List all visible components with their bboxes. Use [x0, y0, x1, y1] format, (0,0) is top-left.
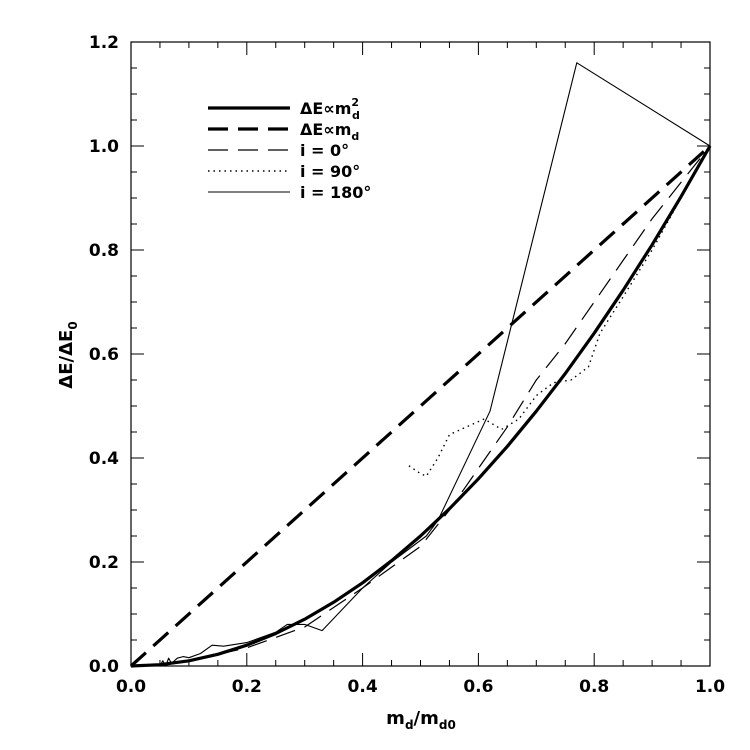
x-tick-label: 1.0 — [695, 677, 725, 697]
x-tick-label: 0.6 — [463, 677, 493, 697]
x-tick-label: 0.0 — [116, 677, 146, 697]
y-axis-label: ΔE/ΔE0 — [56, 321, 80, 388]
y-tick-label: 0.4 — [89, 449, 119, 469]
y-tick-label: 1.2 — [89, 33, 119, 53]
series-line-3 — [408, 145, 711, 477]
x-tick-label: 0.2 — [232, 677, 262, 697]
axis-ticks — [130, 41, 711, 667]
x-tick-label: 0.8 — [579, 677, 609, 697]
y-tick-label: 1.0 — [89, 137, 119, 157]
legend-label-1: ΔE∝md — [300, 120, 359, 143]
tick-labels: 0.0 0.2 0.4 0.6 0.8 1.0 0.0 0.2 0.4 0.6 0.8 1.0 1.2 — [89, 33, 725, 697]
legend-label-4: i = 180° — [300, 183, 371, 202]
series-line-4 — [131, 62, 711, 667]
y-tick-label: 0.6 — [89, 345, 119, 365]
y-tick-label: 0.2 — [89, 553, 119, 573]
series-line-2 — [159, 145, 711, 667]
y-tick-label: 0.8 — [89, 241, 119, 261]
plot-frame — [130, 41, 711, 667]
series-layer — [129, 62, 712, 668]
y-tick-label: 0.0 — [89, 657, 119, 677]
series-line-1 — [129, 144, 712, 668]
legend-label-2: i = 0° — [300, 141, 349, 160]
x-tick-label: 0.4 — [348, 677, 378, 697]
legend: ΔE∝m2 dΔE∝mdi = 0° i = 90° i = 180° — [208, 96, 371, 202]
series-line-0 — [130, 145, 712, 668]
legend-label-3: i = 90° — [300, 162, 360, 181]
x-axis-label: md/md0 — [386, 708, 456, 732]
legend-label-0: ΔE∝m2 d — [300, 96, 360, 122]
